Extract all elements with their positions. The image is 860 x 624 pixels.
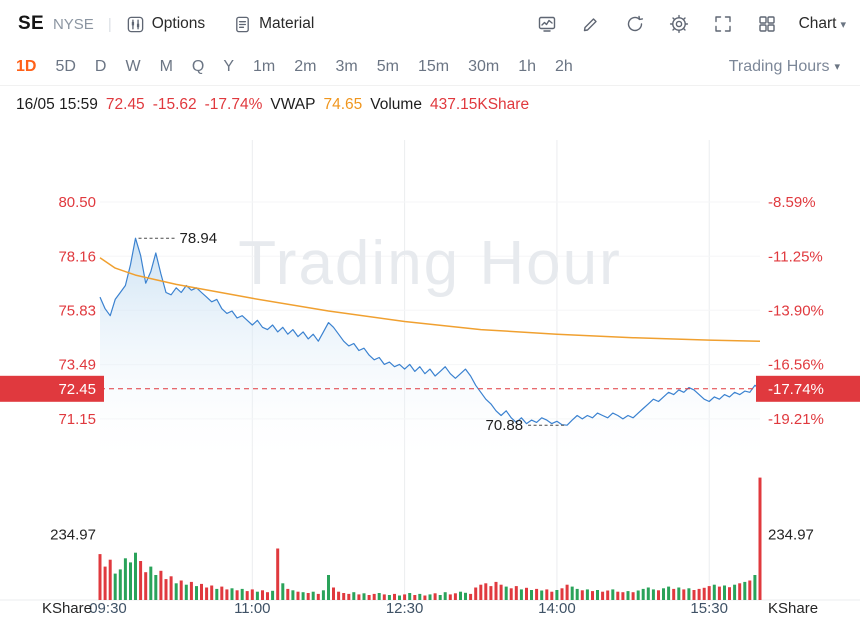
tab-week[interactable]: W: [125, 57, 141, 75]
header-divider: |: [107, 15, 112, 33]
tab-1m[interactable]: 1m: [253, 57, 276, 75]
symbol: SE: [18, 13, 44, 34]
quote-change: -15.62: [152, 96, 197, 113]
tab-1d[interactable]: 1D: [16, 57, 37, 75]
settings-button[interactable]: [669, 14, 689, 34]
svg-text:-17.74%: -17.74%: [768, 381, 824, 398]
svg-text:-16.56%: -16.56%: [768, 357, 824, 374]
chart-type-menu[interactable]: Chart ▾: [799, 15, 846, 33]
quote-price: 72.45: [105, 96, 145, 113]
svg-text:234.97: 234.97: [768, 527, 814, 544]
tab-day[interactable]: D: [94, 57, 107, 75]
chevron-down-icon: ▾: [834, 61, 840, 73]
svg-text:11:00: 11:00: [234, 600, 270, 617]
svg-text:-11.25%: -11.25%: [768, 248, 823, 265]
svg-text:14:00: 14:00: [538, 600, 576, 617]
tab-5d[interactable]: 5D: [55, 57, 76, 75]
svg-text:-19.21%: -19.21%: [768, 411, 824, 428]
tab-15m[interactable]: 15m: [417, 57, 450, 75]
trading-hours-menu[interactable]: Trading Hours ▾: [729, 58, 844, 76]
indicator-icon: [538, 16, 555, 32]
timeframe-tabs: 1D 5D D W M Q Y 1m 2m 3m 5m 15m 30m 1h 2…: [0, 48, 860, 86]
draw-icon: [583, 18, 597, 32]
tab-1h[interactable]: 1h: [518, 57, 537, 75]
quote-change-pct: -17.74%: [204, 96, 263, 113]
svg-text:70.88: 70.88: [486, 417, 524, 434]
draw-button[interactable]: [581, 14, 601, 34]
exchange: NYSE: [52, 15, 94, 33]
indicator-button[interactable]: [537, 14, 557, 34]
header: SE NYSE | Options Material: [0, 0, 860, 48]
material-label: Material: [259, 15, 315, 32]
options-label: Options: [151, 15, 206, 32]
vwap-value: 74.65: [323, 96, 363, 113]
volume-value: 437.15KShare: [429, 96, 530, 113]
layout-icon: [758, 16, 775, 32]
vwap-label: VWAP: [270, 96, 316, 113]
svg-text:78.16: 78.16: [58, 248, 96, 265]
quote-bar: 16/05 15:59 72.45 -15.62 -17.74% VWAP 74…: [0, 86, 860, 124]
svg-text:80.50: 80.50: [58, 194, 96, 211]
tab-2h[interactable]: 2h: [555, 57, 573, 75]
material-button[interactable]: Material: [233, 15, 314, 34]
svg-text:-8.59%: -8.59%: [768, 194, 816, 211]
tab-3m[interactable]: 3m: [335, 57, 358, 75]
chevron-down-icon: ▾: [840, 18, 846, 31]
svg-text:15:30: 15:30: [690, 600, 728, 617]
fullscreen-button[interactable]: [713, 14, 733, 34]
svg-text:78.94: 78.94: [180, 230, 218, 247]
svg-text:09:30: 09:30: [89, 600, 127, 617]
material-icon: [236, 16, 250, 32]
svg-text:75.83: 75.83: [58, 302, 96, 319]
tab-quarter[interactable]: Q: [191, 57, 205, 75]
refresh-icon: [627, 15, 643, 32]
svg-text:Trading Hour: Trading Hour: [238, 229, 622, 298]
volume-label: Volume: [370, 96, 422, 113]
chart-menu-label: Chart: [798, 15, 837, 32]
svg-text:72.45: 72.45: [58, 381, 96, 398]
tab-year[interactable]: Y: [223, 57, 235, 75]
fullscreen-icon: [714, 16, 731, 32]
trading-hours-label: Trading Hours: [728, 57, 830, 75]
tab-month[interactable]: M: [159, 57, 173, 75]
options-icon: [127, 16, 144, 32]
quote-datetime: 16/05 15:59: [16, 96, 98, 113]
svg-text:KShare: KShare: [42, 600, 92, 617]
svg-text:71.15: 71.15: [58, 411, 96, 428]
svg-text:-13.90%: -13.90%: [768, 302, 824, 319]
intraday-chart-svg[interactable]: Trading Hour 78.94 70.88 80.50 -8.59% 78.16 -1…: [0, 124, 860, 624]
tab-2m[interactable]: 2m: [294, 57, 317, 75]
tab-30m[interactable]: 30m: [468, 57, 500, 75]
tab-5m[interactable]: 5m: [376, 57, 399, 75]
svg-text:KShare: KShare: [768, 600, 818, 617]
svg-text:73.49: 73.49: [58, 357, 96, 374]
chart-canvas[interactable]: Trading Hour 78.94 70.88 80.50 -8.59% 78.16 -1…: [0, 124, 860, 624]
settings-icon: [669, 14, 688, 34]
options-button[interactable]: Options: [126, 15, 205, 34]
svg-text:12:30: 12:30: [386, 600, 424, 617]
layout-button[interactable]: [757, 14, 777, 34]
refresh-button[interactable]: [625, 14, 645, 34]
svg-text:234.97: 234.97: [50, 527, 96, 544]
